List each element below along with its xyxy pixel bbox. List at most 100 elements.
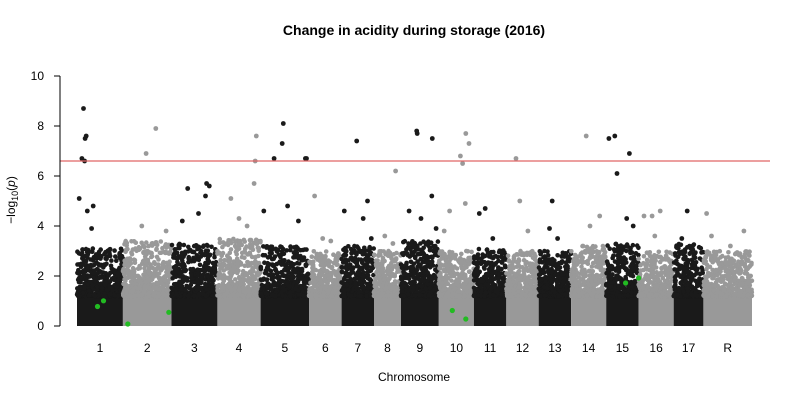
top-point-chr16-4: [652, 233, 658, 239]
chromosome-14-dense-band: [571, 293, 607, 326]
x-tick-label-5: 5: [282, 341, 289, 355]
y-tick-label-0: 0: [37, 319, 44, 333]
top-point-chr1-9: [89, 226, 94, 231]
highlight-point-1: [94, 303, 101, 310]
chromosome-10-dense-band: [438, 293, 474, 326]
x-tick-label-2: 2: [144, 341, 151, 355]
y-tick-label-4: 4: [37, 219, 44, 233]
top-point-chr13-2: [547, 226, 552, 231]
top-point-chr2-4: [163, 228, 169, 234]
top-point-chr17-1: [684, 208, 690, 214]
y-tick-label-2: 2: [37, 269, 44, 283]
chromosome-4-points: [215, 133, 263, 326]
top-point-chrR-1: [704, 211, 709, 216]
chromosome-7-points: [339, 138, 377, 326]
top-point-chrR-3: [741, 228, 747, 234]
top-point-chr5-1: [280, 121, 286, 126]
top-point-chr15-2: [614, 171, 620, 176]
x-tick-label-6: 6: [322, 341, 329, 355]
y-axis: 0 2 4 6 8 10: [31, 69, 61, 333]
top-point-chr15-4: [624, 216, 630, 221]
chromosome-9-points: [398, 128, 441, 326]
chromosome-16-dense-band: [638, 293, 674, 326]
chromosome-3-points: [169, 181, 220, 326]
top-point-chr3-4: [203, 193, 208, 199]
top-point-chr2-3: [139, 223, 145, 229]
top-point-chr11-1: [482, 206, 488, 211]
top-point-chr10-4: [460, 161, 465, 166]
top-point-chr15-3: [627, 151, 632, 156]
x-tick-label-16: 16: [649, 341, 663, 355]
top-point-chr9-5: [406, 208, 412, 214]
top-point-chr3-2: [206, 183, 212, 189]
top-point-chr5-4: [279, 141, 285, 146]
top-point-chr4-3: [251, 181, 257, 186]
top-point-chr2-2: [143, 151, 149, 156]
highlighted-points: [94, 275, 642, 327]
chromosome-17-points: [671, 208, 706, 326]
top-point-chr12-3: [525, 228, 531, 234]
top-point-chr4-5: [236, 216, 242, 221]
y-axis-label-prefix: −log: [4, 201, 18, 224]
top-point-chr10-1: [463, 131, 469, 136]
top-point-chr4-1: [253, 133, 259, 139]
chromosome-7-dense-band: [341, 293, 374, 326]
top-point-chr10-3: [458, 153, 463, 159]
top-point-chr8-2: [382, 233, 388, 239]
top-point-chr1-1: [81, 106, 86, 111]
data-points: [74, 106, 755, 326]
chromosome-9-dense-band: [401, 293, 439, 326]
top-point-chr16-3: [657, 208, 663, 214]
top-point-chr12-2: [517, 198, 523, 204]
top-point-chr15-5: [630, 223, 636, 229]
highlight-point-6: [463, 316, 469, 322]
chromosome-11-points: [471, 206, 509, 326]
highlight-point-3: [125, 321, 131, 327]
top-point-chr4-4: [228, 196, 234, 201]
top-point-chr10-2: [466, 141, 472, 146]
chromosome-15-dense-band: [606, 293, 639, 326]
y-axis-label-subscript: 10: [10, 191, 20, 201]
top-point-chr1-8: [84, 208, 90, 214]
highlight-point-5: [449, 307, 455, 314]
x-tick-label-1: 1: [97, 341, 104, 355]
top-point-chr1-3: [83, 133, 89, 139]
y-tick-label-6: 6: [37, 169, 44, 183]
top-point-chr10-6: [447, 208, 452, 214]
chromosome-4-dense-band: [217, 293, 261, 326]
chromosome-13-points: [536, 198, 574, 326]
top-point-chr17-3: [690, 243, 695, 249]
highlight-point-8: [636, 275, 642, 281]
top-point-chr14-3: [587, 223, 593, 229]
top-point-chr5-7: [285, 203, 290, 209]
top-point-chr5-6: [261, 208, 267, 214]
chromosome-8-dense-band: [374, 293, 401, 326]
y-axis-label-variable: (p): [4, 176, 18, 191]
top-point-chr4-6: [244, 223, 250, 229]
x-tick-label-9: 9: [417, 341, 424, 355]
x-tick-label-11: 11: [484, 341, 497, 355]
x-tick-label-4: 4: [236, 341, 243, 355]
top-point-chr12-1: [513, 156, 519, 161]
top-point-chr5-5: [271, 156, 277, 161]
chromosome-5-points: [258, 121, 312, 326]
x-tick-label-13: 13: [548, 341, 562, 355]
chromosome-10-points: [436, 131, 477, 326]
top-point-chr13-3: [555, 236, 560, 241]
chromosome-12-dense-band: [506, 293, 539, 326]
top-point-chr9-3: [429, 136, 435, 141]
top-point-chr9-6: [418, 216, 424, 221]
chromosome-2-points: [120, 126, 174, 326]
top-point-chr7-3: [341, 208, 347, 214]
top-point-chr7-5: [368, 236, 374, 241]
top-point-chr7-2: [365, 198, 370, 204]
top-point-chr1-6: [76, 196, 82, 201]
chromosome-15-points: [604, 133, 641, 326]
chromosome-2-dense-band: [122, 293, 172, 326]
chromosome-R-points: [701, 211, 755, 326]
chromosome-14-points: [568, 133, 609, 326]
chromosome-13-dense-band: [538, 293, 572, 326]
chromosome-1-dense-band: [77, 293, 123, 326]
x-tick-label-3: 3: [191, 341, 198, 355]
